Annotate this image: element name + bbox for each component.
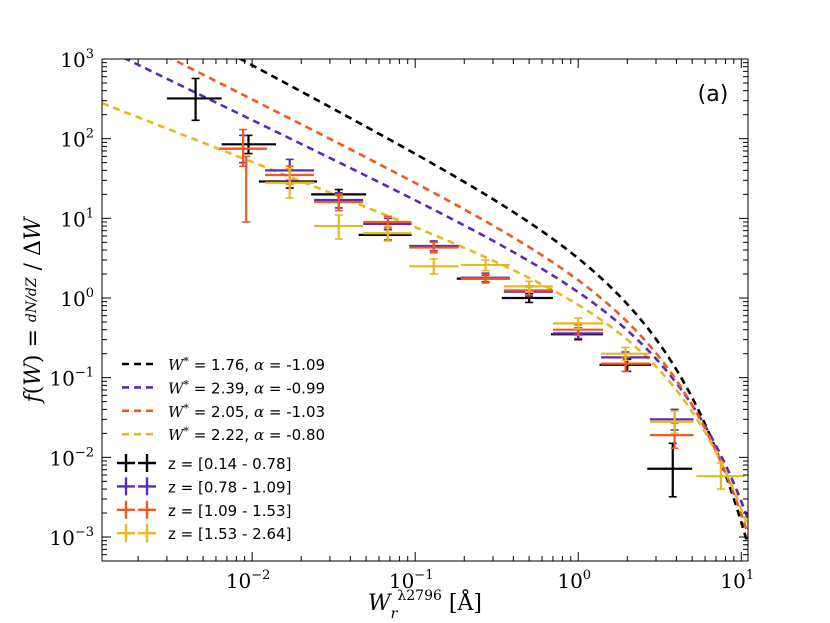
legend-series-label: z = [1.53 - 2.64] bbox=[168, 525, 291, 543]
data-point bbox=[219, 128, 267, 168]
x-tick-label: 101 bbox=[720, 568, 754, 593]
legend-series-label: z = [0.78 - 1.09] bbox=[168, 478, 291, 496]
fit-curve-1 bbox=[237, 59, 748, 546]
legend-fit-label: W* = 2.39, α = -0.99 bbox=[168, 378, 325, 397]
data-point bbox=[460, 259, 510, 272]
data-point bbox=[503, 280, 553, 293]
y-tick-label: 101 bbox=[60, 206, 94, 231]
data-point bbox=[242, 155, 251, 223]
data-point bbox=[649, 410, 694, 435]
data-series bbox=[166, 77, 745, 498]
data-point bbox=[314, 193, 364, 212]
y-tick-label: 10−1 bbox=[49, 366, 94, 391]
data-point bbox=[221, 134, 276, 155]
data-point bbox=[601, 346, 650, 362]
data-point bbox=[166, 77, 222, 122]
data-point bbox=[696, 462, 745, 490]
x-axis-label: Wrλ2796 [Å] bbox=[368, 588, 482, 622]
legend-fit-label: W* = 1.76, α = -1.09 bbox=[168, 355, 325, 374]
fit-curve-3 bbox=[169, 59, 748, 535]
data-point bbox=[409, 241, 459, 254]
y-tick-label: 10−2 bbox=[49, 445, 94, 470]
data-point bbox=[363, 225, 412, 242]
y-tick-label: 103 bbox=[60, 47, 94, 72]
y-tick-label: 100 bbox=[60, 286, 94, 311]
x-tick-label: 100 bbox=[557, 568, 591, 593]
series-4 bbox=[265, 167, 745, 490]
data-point bbox=[552, 317, 604, 330]
legend-fit-label: W* = 2.22, α = -0.80 bbox=[168, 425, 325, 444]
data-point bbox=[647, 442, 693, 498]
y-tick-label: 10−3 bbox=[49, 525, 94, 550]
data-point bbox=[314, 214, 364, 240]
data-point bbox=[265, 167, 315, 199]
x-tick-label: 10−1 bbox=[389, 568, 434, 593]
data-point bbox=[460, 273, 510, 284]
axis-ticks: 10−2 10−1 100 101 10−3 10−2 10−1 100 101 102 103 bbox=[49, 47, 754, 593]
y-axis-label: f(W) = dN/dZ / ΔW bbox=[21, 215, 46, 404]
data-point bbox=[409, 258, 459, 275]
x-tick-label: 10−2 bbox=[226, 568, 271, 593]
legend-fit-label: W* = 2.05, α = -1.03 bbox=[168, 402, 325, 421]
fit-curves bbox=[102, 59, 748, 546]
y-tick-label: 102 bbox=[60, 127, 94, 152]
fit-curve-2 bbox=[123, 59, 748, 520]
panel-label: (a) bbox=[698, 82, 729, 107]
data-point bbox=[552, 324, 604, 337]
svg-text:f(W) = dN/dZ / ΔW: f(W) = dN/dZ / ΔW bbox=[21, 215, 46, 404]
legend-series-label: z = [0.14 - 0.78] bbox=[168, 455, 291, 473]
legend: W* = 1.76, α = -1.09 W* = 2.39, α = -0.99… bbox=[117, 355, 325, 543]
legend-series-label: z = [1.09 - 1.53] bbox=[168, 502, 291, 520]
